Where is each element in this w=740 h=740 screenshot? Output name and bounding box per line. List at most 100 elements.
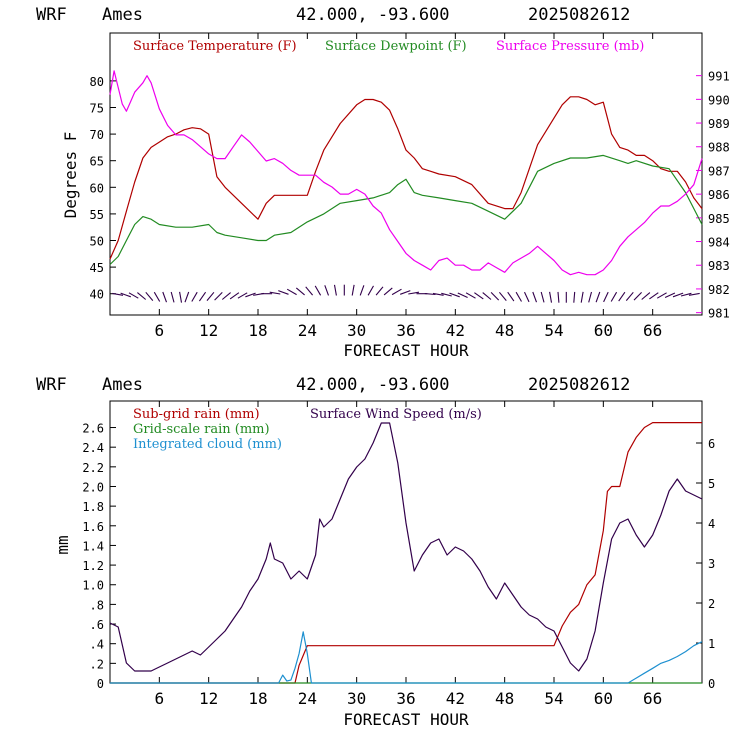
bottom-x-tick-label: 24 [298, 689, 317, 708]
bottom-x-tick-label: 18 [248, 689, 267, 708]
wind-barb [656, 292, 667, 299]
wind-barb [672, 292, 684, 298]
sub-grid-rain-mm-line [110, 422, 702, 684]
top-y2-tick-label: 983 [708, 259, 730, 273]
top-tick-marks [110, 33, 702, 315]
wind-barb [549, 291, 553, 303]
top-y2-tick-labels: 981 982 983 984 985 986 987 988 989 990 991 [708, 70, 730, 321]
wind-barb [391, 288, 402, 296]
wind-barb [524, 291, 530, 303]
bottom-x-tick-label: 42 [446, 689, 465, 708]
bottom-header-model: WRF [36, 375, 67, 395]
wind-barb [333, 284, 337, 296]
wind-barb [625, 291, 634, 301]
legend-surface-wind-speed: Surface Wind Speed (m/s) [310, 407, 482, 422]
bottom-y-tick-label: .6 [90, 618, 104, 632]
wind-barb [474, 292, 484, 300]
wind-barb [490, 292, 500, 301]
wind-barb [245, 292, 256, 298]
bottom-x-tick-label: 66 [643, 689, 662, 708]
bottom-y-tick-label: 1.4 [82, 539, 104, 553]
wind-barb [680, 292, 692, 297]
wind-barb [432, 292, 444, 296]
top-x-tick-label: 60 [594, 321, 613, 340]
top-header-run: 2025082612 [528, 5, 630, 25]
wind-barb [507, 291, 515, 302]
top-y-tick-label: 60 [90, 181, 104, 195]
wind-barb [120, 292, 131, 298]
legend-surface-temperature: Surface Temperature (F) [133, 39, 297, 54]
top-x-tick-label: 54 [544, 321, 563, 340]
wind-barb [603, 291, 609, 303]
wind-barb [179, 291, 183, 303]
wind-barb [295, 287, 305, 296]
bottom-x-tick-labels: 6 12 18 24 30 36 42 48 54 60 66 [155, 689, 663, 708]
wind-barb [191, 291, 198, 302]
top-y-tick-label: 75 [90, 101, 104, 115]
surface-wind-speed-m-s-line [109, 422, 703, 672]
wind-barb [557, 291, 560, 303]
wind-barb [664, 292, 676, 298]
legend-subgrid-rain: Sub-grid rain (mm) [133, 407, 260, 422]
bottom-y-tick-label: 0 [97, 677, 104, 691]
wind-barb [112, 292, 124, 296]
wind-barbs [112, 284, 700, 303]
wind-barb [540, 291, 545, 303]
bottom-y2-tick-label: 3 [708, 557, 715, 571]
top-y-axis-label: Degrees F [61, 132, 80, 219]
top-x-tick-label: 24 [298, 321, 317, 340]
top-y2-tick-label: 985 [708, 212, 730, 226]
wind-barb [198, 291, 207, 302]
bottom-header-location: 42.000, -93.600 [296, 375, 450, 395]
top-y-tick-label: 50 [90, 235, 104, 249]
surface-pressure-mb-line [109, 70, 703, 276]
wind-barb [515, 291, 522, 302]
top-header-model: WRF [36, 5, 67, 25]
surface-temperature-f-line [109, 96, 703, 260]
top-x-tick-label: 66 [643, 321, 662, 340]
wind-barb [408, 291, 420, 295]
bottom-y2-tick-label: 1 [708, 637, 715, 651]
wind-barb [573, 291, 576, 303]
bottom-y-tick-label: 1.2 [82, 559, 104, 573]
wind-barb [424, 293, 436, 296]
bottom-y-tick-label: 2.6 [82, 422, 104, 436]
top-x-tick-labels: 6 12 18 24 30 36 42 48 54 60 66 [155, 321, 663, 340]
bottom-y-tick-label: 1.0 [82, 579, 104, 593]
wind-barb [314, 285, 322, 296]
wind-barb [457, 292, 468, 298]
bottom-series-lines [109, 422, 703, 684]
top-y-tick-label: 80 [90, 75, 104, 89]
bottom-header-station: Ames [102, 375, 143, 395]
top-x-tick-label: 48 [495, 321, 514, 340]
bottom-header-run: 2025082612 [528, 375, 630, 395]
top-header-location: 42.000, -93.600 [296, 5, 450, 25]
top-y2-tick-label: 984 [708, 236, 730, 250]
legend-integrated-cloud: Integrated cloud (mm) [133, 437, 282, 452]
bottom-y2-tick-label: 5 [708, 477, 715, 491]
legend-surface-dewpoint: Surface Dewpoint (F) [325, 39, 467, 54]
bottom-tick-marks [110, 401, 702, 684]
bottom-panel: WRF Ames 42.000, -93.600 2025082612 6 12 1… [36, 375, 715, 729]
top-y-tick-labels: 40 45 50 55 60 65 70 75 80 [90, 75, 104, 302]
top-y2-tick-label: 987 [708, 164, 730, 178]
wind-barb [441, 292, 452, 297]
wind-barb [305, 286, 314, 296]
bottom-y2-tick-labels: 0 1 2 3 4 5 6 [708, 437, 715, 691]
wind-barb [128, 292, 139, 299]
top-x-tick-label: 36 [396, 321, 415, 340]
wind-barb [633, 292, 642, 301]
wind-barb [137, 292, 147, 300]
bottom-y-tick-label: .2 [90, 657, 104, 671]
bottom-x-tick-label: 60 [594, 689, 613, 708]
surface-dewpoint-f-line [109, 154, 703, 265]
wind-barb [229, 292, 240, 300]
bottom-y-tick-label: .8 [90, 598, 104, 612]
wind-barb [162, 291, 168, 303]
wind-barb [482, 292, 492, 300]
wind-barb [153, 291, 161, 302]
wind-barb [595, 291, 601, 303]
bottom-y2-tick-label: 2 [708, 597, 715, 611]
top-x-tick-label: 18 [248, 321, 267, 340]
wind-barb [610, 291, 618, 302]
